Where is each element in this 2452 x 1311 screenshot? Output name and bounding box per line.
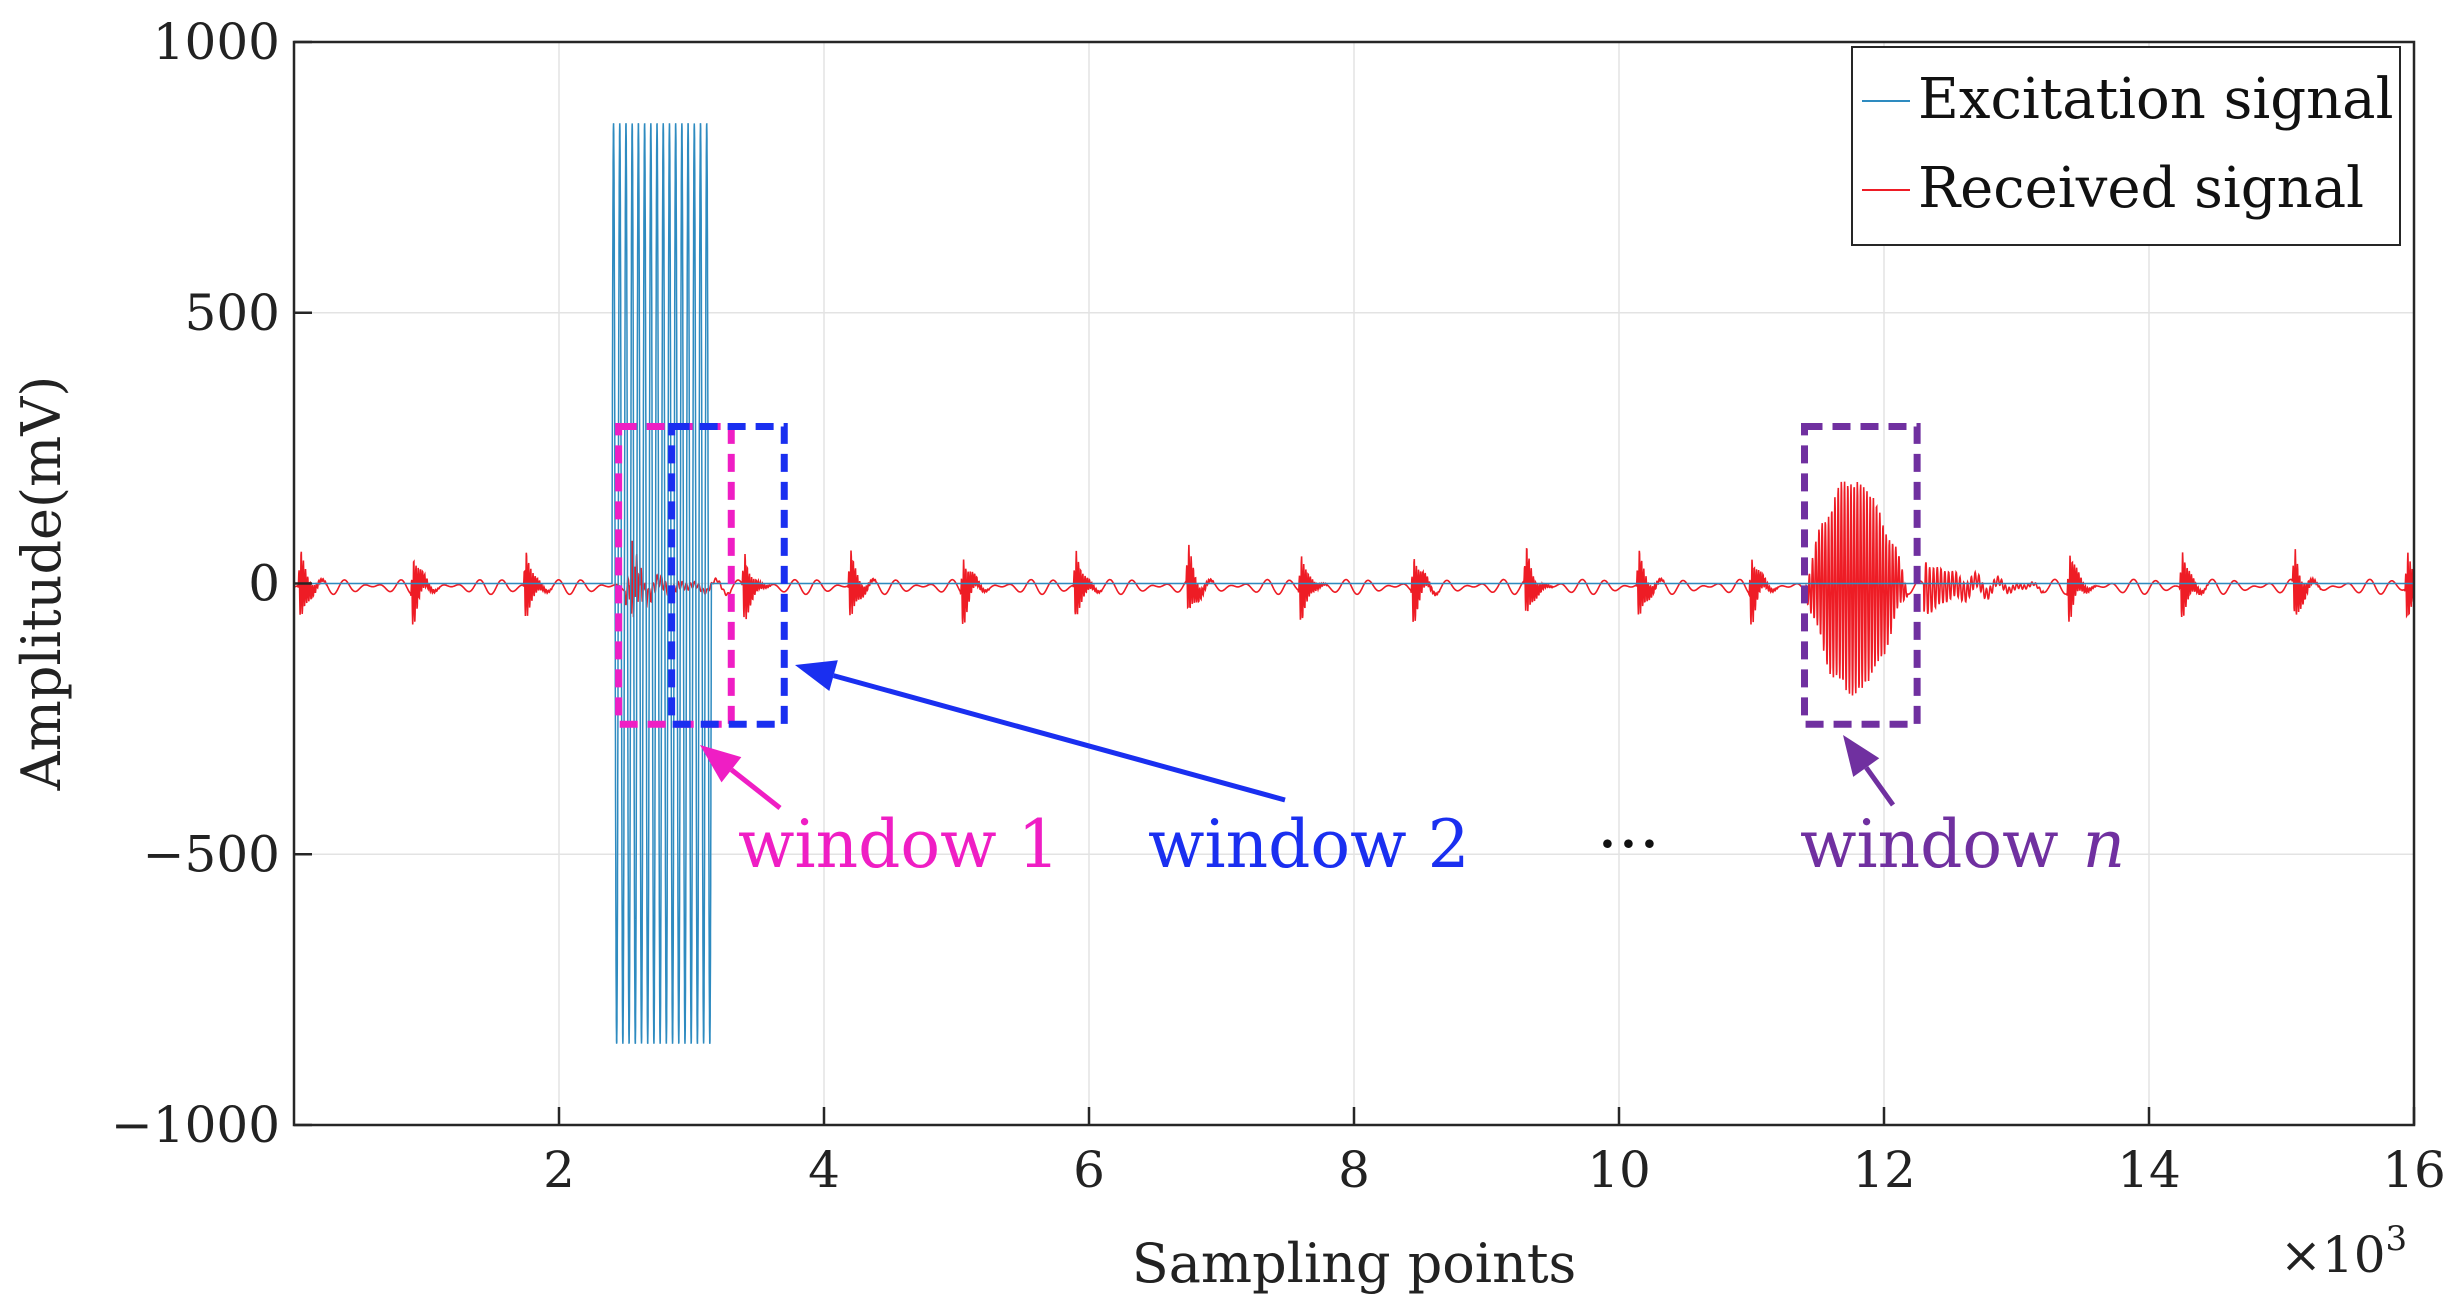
y-axis-title: Amplitude(mV) [10,376,73,792]
window-2-label: window 2 [1148,806,1470,883]
window-2-arrowhead [795,660,838,692]
received-signal-line [294,481,2415,696]
y-tick-label: 0 [248,555,280,613]
y-tick-label: 500 [185,284,280,342]
window-1-arrow [729,767,782,810]
window-3-arrow [1864,766,1896,807]
y-tick-label: 1000 [153,13,280,71]
window-2-arrow [832,673,1286,803]
x-multiplier-exp: 3 [2386,1219,2408,1259]
x-tick-label: 4 [808,1141,840,1199]
window-3-box [1801,422,1921,728]
windows-layer [615,422,1921,810]
x-axis-title: Sampling points [1132,1232,1577,1295]
y-tick-label: −1000 [111,1096,280,1154]
window-1-label: window 1 [738,806,1060,883]
x-multiplier: ×103 [2280,1219,2407,1284]
legend: Excitation signal Received signal [1851,46,2401,246]
x-tick-label: 12 [1852,1141,1916,1199]
x-multiplier-base: ×10 [2280,1226,2386,1284]
window-1-arrowhead [700,745,742,783]
x-tick-label: 10 [1587,1141,1651,1199]
x-tick-label: 8 [1338,1141,1370,1199]
excitation-signal-line [294,123,2414,1044]
y-tick-label: −500 [143,825,280,883]
ellipsis: ··· [1597,806,1660,883]
window-n-label-italic: n [2083,806,2126,883]
window-n-label: window n [1800,806,2125,883]
window-3-arrowhead [1843,735,1880,777]
x-tick-label: 14 [2117,1141,2181,1199]
window-n-label-text: window [1800,806,2059,883]
x-tick-label: 2 [543,1141,575,1199]
legend-box [1851,46,2401,246]
ticks-layer: 2 4 6 8 10 12 14 16 1000 500 0 −500 −1000 [111,13,2446,1199]
x-tick-label: 16 [2382,1141,2446,1199]
x-tick-label: 6 [1073,1141,1105,1199]
window-2-box [668,422,788,728]
legend-received-label: Received signal [1918,156,2364,221]
series-layer [294,123,2415,1044]
annotation-labels: window 1 window 2 ··· window n [738,806,2125,883]
legend-excitation-label: Excitation signal [1918,67,2393,132]
